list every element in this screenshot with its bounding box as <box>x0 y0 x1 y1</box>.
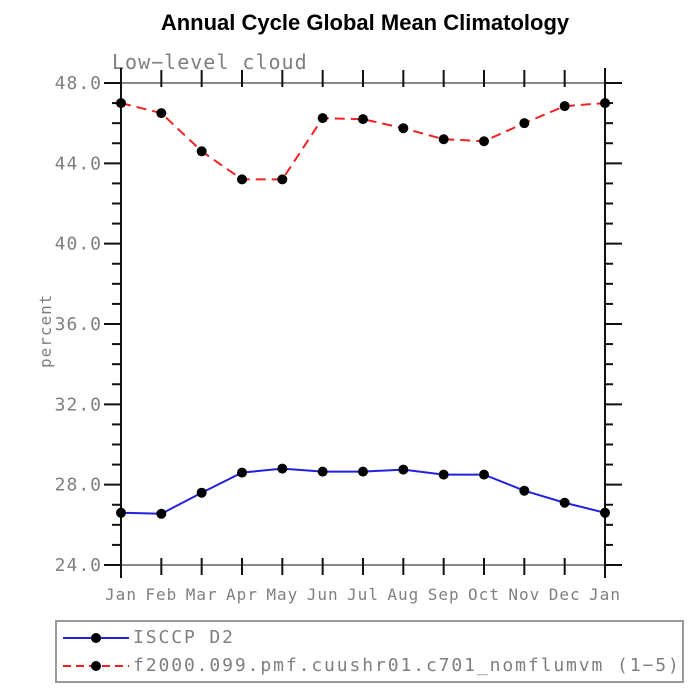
data-point-dot <box>317 466 328 477</box>
legend-item-label: ISCCP D2 <box>133 627 235 648</box>
data-point-dot <box>438 469 449 480</box>
x-tick-label: Sep <box>428 585 460 604</box>
data-point-dot <box>277 463 288 474</box>
data-point-dot <box>237 174 247 185</box>
data-point-dot <box>237 467 247 478</box>
y-tick-label: 48.0 <box>55 73 102 94</box>
x-tick-label: Jun <box>307 585 339 604</box>
data-point-dot <box>398 464 409 475</box>
data-point-dot <box>479 469 489 480</box>
x-tick-label: Oct <box>468 585 500 604</box>
data-point-dot <box>156 508 167 519</box>
legend-item-label: f2000.099.pmf.cuushr01.c701_nomflumvm (1… <box>133 655 681 676</box>
data-point-dot <box>196 487 207 498</box>
y-tick-label: 24.0 <box>55 555 102 576</box>
data-point-dot <box>519 485 530 496</box>
data-point-dot <box>116 507 126 518</box>
data-point-dot <box>196 146 207 157</box>
legend-item: f2000.099.pmf.cuushr01.c701_nomflumvm (1… <box>57 652 682 680</box>
data-point-dot <box>600 98 610 109</box>
legend-item: ISCCP D2 <box>57 624 682 652</box>
y-tick-label: 44.0 <box>55 153 102 174</box>
x-tick-label: Feb <box>145 585 177 604</box>
data-point-dot <box>479 136 489 147</box>
data-point-dot <box>398 123 409 134</box>
data-point-dot <box>277 174 288 185</box>
x-tick-label: May <box>266 585 298 604</box>
x-tick-label: Nov <box>508 585 540 604</box>
data-point-dot <box>559 101 570 112</box>
x-tick-label: Dec <box>549 585 581 604</box>
x-tick-label: Apr <box>226 585 258 604</box>
x-tick-label: Aug <box>387 585 419 604</box>
chart-subtitle: Low−level cloud <box>112 50 308 74</box>
x-tick-label: Mar <box>186 585 218 604</box>
legend: ISCCP D2 f2000.099.pmf.cuushr01.c701_nom… <box>55 620 684 683</box>
legend-dashed-line-icon <box>63 660 129 671</box>
data-point-dot <box>116 98 126 109</box>
y-tick-label: 28.0 <box>55 475 102 496</box>
data-point-dot <box>156 108 167 119</box>
data-point-dot <box>600 507 610 518</box>
x-tick-label: Jan <box>589 585 621 604</box>
legend-solid-line-icon <box>63 632 129 643</box>
data-point-dot <box>358 466 368 477</box>
data-point-dot <box>317 113 328 124</box>
y-tick-label: 36.0 <box>55 314 102 335</box>
data-point-dot <box>519 118 530 129</box>
data-point-dot <box>358 114 368 125</box>
data-point-dot <box>438 134 449 145</box>
data-point-dot <box>559 497 570 508</box>
x-tick-label: Jan <box>105 585 137 604</box>
x-tick-label: Jul <box>347 585 379 604</box>
y-tick-label: 32.0 <box>55 394 102 415</box>
y-tick-label: 40.0 <box>55 234 102 255</box>
chart-title: Annual Cycle Global Mean Climatology <box>160 10 570 35</box>
